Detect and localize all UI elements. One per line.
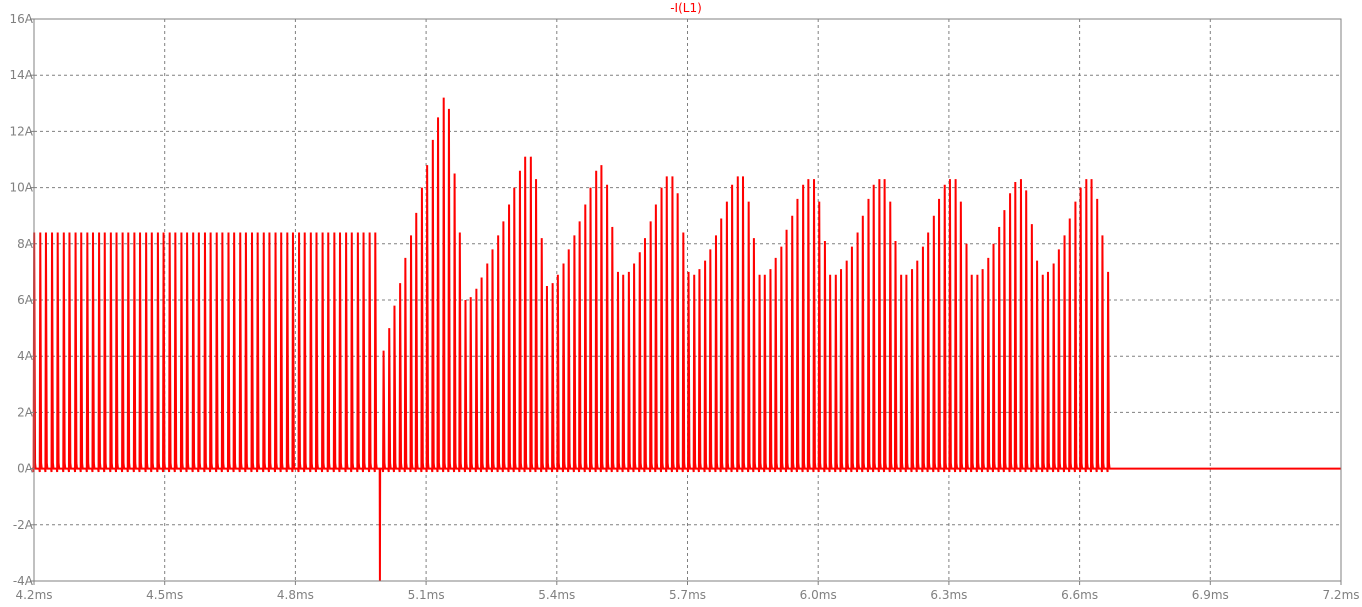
x-tick-label: 6.3ms <box>930 588 967 602</box>
x-tick-label: 4.5ms <box>146 588 183 602</box>
trace-label[interactable]: -I(L1) <box>670 1 702 15</box>
y-tick-label: 0A <box>17 462 34 476</box>
tick-labels: 4.2ms 4.5ms 4.8ms 5.1ms 5.4ms 5.7ms 6.0ms 6.3ms… <box>10 12 1360 602</box>
y-tick-label: -4A <box>13 574 34 588</box>
y-tick-label: -2A <box>13 518 34 532</box>
x-tick-label: 6.9ms <box>1192 588 1229 602</box>
y-tick-label: 4A <box>17 349 34 363</box>
x-tick-label: 4.8ms <box>277 588 314 602</box>
x-tick-label: 5.4ms <box>538 588 575 602</box>
trace-layer <box>32 97 1341 582</box>
x-tick-label: 7.2ms <box>1322 588 1359 602</box>
x-tick-label: 6.6ms <box>1061 588 1098 602</box>
trace-line <box>32 97 1341 582</box>
y-tick-label: 2A <box>17 405 34 419</box>
y-tick-label: 14A <box>10 68 34 82</box>
y-tick-label: 6A <box>17 293 34 307</box>
y-tick-label: 16A <box>10 12 34 26</box>
x-tick-label: 4.2ms <box>15 588 52 602</box>
x-tick-label: 6.0ms <box>800 588 837 602</box>
y-tick-label: 8A <box>17 237 34 251</box>
x-tick-label: 5.1ms <box>408 588 445 602</box>
x-tick-label: 5.7ms <box>669 588 706 602</box>
y-tick-label: 10A <box>10 181 34 195</box>
ticks <box>30 18 1342 585</box>
y-tick-label: 12A <box>10 124 34 138</box>
